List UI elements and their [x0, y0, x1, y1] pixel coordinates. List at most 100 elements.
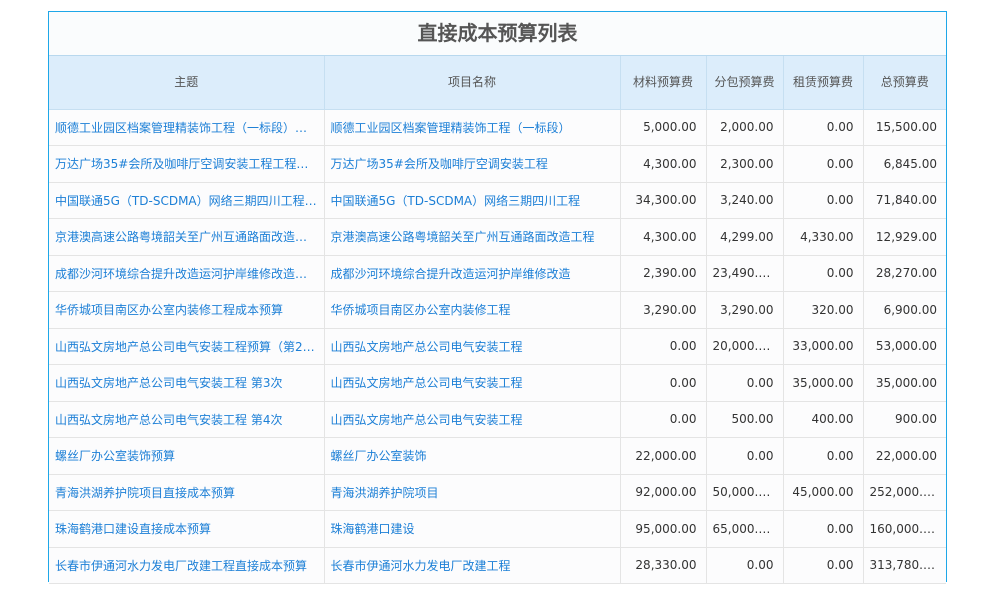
material-budget: 3,290.00 [620, 291, 707, 329]
subcontract-budget: 50,000.00 [706, 474, 784, 511]
column-header-subcontract-budget[interactable]: 分包预算费 [706, 56, 784, 110]
table-row[interactable]: 京港澳高速公路粤境韶关至广州互通路面改造工程预算 京港澳高速公路粤境韶关至广州互通… [49, 218, 946, 256]
subject-link[interactable]: 京港澳高速公路粤境韶关至广州互通路面改造工程预算 [49, 218, 325, 256]
rental-budget: 0.00 [783, 145, 864, 183]
project-name-link[interactable]: 中国联通5G（TD-SCDMA）网络三期四川工程 [324, 182, 621, 219]
total-budget: 313,780.00 [863, 547, 946, 584]
subject-link[interactable]: 珠海鹤港口建设直接成本预算 [49, 510, 325, 548]
total-budget: 22,000.00 [863, 437, 946, 475]
table-row[interactable]: 螺丝厂办公室装饰预算 螺丝厂办公室装饰 22,000.00 0.00 0.00 22,00… [49, 437, 946, 475]
material-budget: 2,390.00 [620, 255, 707, 292]
column-header-project-name[interactable]: 项目名称 [324, 56, 621, 110]
project-name-link[interactable]: 华侨城项目南区办公室内装修工程 [324, 291, 621, 329]
rental-budget: 35,000.00 [783, 364, 864, 402]
total-budget: 252,000.00 [863, 474, 946, 511]
material-budget: 34,300.00 [620, 182, 707, 219]
total-budget: 28,270.00 [863, 255, 946, 292]
subject-link[interactable]: 成都沙河环境综合提升改造运河护岸维修改造预算 [49, 255, 325, 292]
subject-link[interactable]: 中国联通5G（TD-SCDMA）网络三期四川工程预算 [49, 182, 325, 219]
table-row[interactable]: 顺德工业园区档案管理精装饰工程（一标段）直接成本预算顺德工业园区档案管理精装饰工… [49, 109, 946, 146]
project-name-link[interactable]: 青海洪湖养护院项目 [324, 474, 621, 511]
material-budget: 0.00 [620, 364, 707, 402]
material-budget: 92,000.00 [620, 474, 707, 511]
total-budget: 35,000.00 [863, 364, 946, 402]
subcontract-budget: 65,000.00 [706, 510, 784, 548]
column-header-rental-budget[interactable]: 租赁预算费 [783, 56, 864, 110]
material-budget: 4,300.00 [620, 218, 707, 256]
project-name-link[interactable]: 螺丝厂办公室装饰 [324, 437, 621, 475]
rental-budget: 45,000.00 [783, 474, 864, 511]
table-row[interactable]: 中国联通5G（TD-SCDMA）网络三期四川工程预算 中国联通5G（TD-SCDM… [49, 182, 946, 219]
rental-budget: 33,000.00 [783, 328, 864, 365]
material-budget: 5,000.00 [620, 109, 707, 146]
material-budget: 4,300.00 [620, 145, 707, 183]
subcontract-budget: 2,300.00 [706, 145, 784, 183]
table-row[interactable]: 山西弘文房地产总公司电气安装工程预算（第2次） 山西弘文房地产总公司电气安装工程 0… [49, 328, 946, 365]
total-budget: 12,929.00 [863, 218, 946, 256]
material-budget: 0.00 [620, 401, 707, 438]
material-budget: 28,330.00 [620, 547, 707, 584]
material-budget: 22,000.00 [620, 437, 707, 475]
table-header: 主题 项目名称 材料预算费 分包预算费 租赁预算费 总预算费 [49, 56, 946, 110]
table-row[interactable]: 万达广场35#会所及咖啡厅空调安装工程工程预算 万达广场35#会所及咖啡厅空调安装… [49, 145, 946, 183]
total-budget: 71,840.00 [863, 182, 946, 219]
project-name-link[interactable]: 京港澳高速公路粤境韶关至广州互通路面改造工程 [324, 218, 621, 256]
project-name-link[interactable]: 山西弘文房地产总公司电气安装工程 [324, 328, 621, 365]
rental-budget: 0.00 [783, 510, 864, 548]
table-row[interactable]: 青海洪湖养护院项目直接成本预算 青海洪湖养护院项目 92,000.00 50,000.… [49, 474, 946, 511]
rental-budget: 4,330.00 [783, 218, 864, 256]
total-budget: 53,000.00 [863, 328, 946, 365]
table-row[interactable]: 华侨城项目南区办公室内装修工程成本预算 华侨城项目南区办公室内装修工程 3,290.… [49, 291, 946, 329]
project-name-link[interactable]: 山西弘文房地产总公司电气安装工程 [324, 401, 621, 438]
budget-table: 主题 项目名称 材料预算费 分包预算费 租赁预算费 总预算费 顺德工业园区档案管理精装饰工… [49, 56, 946, 584]
subject-link[interactable]: 螺丝厂办公室装饰预算 [49, 437, 325, 475]
rental-budget: 320.00 [783, 291, 864, 329]
subcontract-budget: 23,490.00 [706, 255, 784, 292]
column-header-material-budget[interactable]: 材料预算费 [620, 56, 707, 110]
column-header-subject[interactable]: 主题 [49, 56, 325, 110]
page-title: 直接成本预算列表 [49, 12, 946, 56]
material-budget: 0.00 [620, 328, 707, 365]
rental-budget: 400.00 [783, 401, 864, 438]
total-budget: 900.00 [863, 401, 946, 438]
table-row[interactable]: 珠海鹤港口建设直接成本预算 珠海鹤港口建设 95,000.00 65,000.00 0.… [49, 510, 946, 548]
subcontract-budget: 0.00 [706, 437, 784, 475]
rental-budget: 0.00 [783, 182, 864, 219]
project-name-link[interactable]: 山西弘文房地产总公司电气安装工程 [324, 364, 621, 402]
column-header-total-budget[interactable]: 总预算费 [863, 56, 946, 110]
table-row[interactable]: 长春市伊通河水力发电厂改建工程直接成本预算 长春市伊通河水力发电厂改建工程 28,3… [49, 547, 946, 584]
subject-link[interactable]: 山西弘文房地产总公司电气安装工程 第3次 [49, 364, 325, 402]
total-budget: 160,000.00 [863, 510, 946, 548]
subcontract-budget: 3,240.00 [706, 182, 784, 219]
subject-link[interactable]: 山西弘文房地产总公司电气安装工程 第4次 [49, 401, 325, 438]
subcontract-budget: 4,299.00 [706, 218, 784, 256]
table-row[interactable]: 山西弘文房地产总公司电气安装工程 第4次 山西弘文房地产总公司电气安装工程 0.00… [49, 401, 946, 438]
material-budget: 95,000.00 [620, 510, 707, 548]
budget-list-panel: 直接成本预算列表 主题 项目名称 材料预算费 分包预算费 租赁预算费 总预算费 顺德工业园… [48, 11, 947, 584]
total-budget: 6,845.00 [863, 145, 946, 183]
subcontract-budget: 0.00 [706, 547, 784, 584]
subcontract-budget: 0.00 [706, 364, 784, 402]
subject-link[interactable]: 长春市伊通河水力发电厂改建工程直接成本预算 [49, 547, 325, 584]
subject-link[interactable]: 顺德工业园区档案管理精装饰工程（一标段）直接成本预算 [49, 109, 325, 146]
project-name-link[interactable]: 长春市伊通河水力发电厂改建工程 [324, 547, 621, 584]
subcontract-budget: 20,000.00 [706, 328, 784, 365]
subject-link[interactable]: 青海洪湖养护院项目直接成本预算 [49, 474, 325, 511]
project-name-link[interactable]: 万达广场35#会所及咖啡厅空调安装工程 [324, 145, 621, 183]
rental-budget: 0.00 [783, 547, 864, 584]
project-name-link[interactable]: 顺德工业园区档案管理精装饰工程（一标段） [324, 109, 621, 146]
rental-budget: 0.00 [783, 109, 864, 146]
total-budget: 6,900.00 [863, 291, 946, 329]
table-row[interactable]: 山西弘文房地产总公司电气安装工程 第3次 山西弘文房地产总公司电气安装工程 0.00… [49, 364, 946, 402]
total-budget: 15,500.00 [863, 109, 946, 146]
project-name-link[interactable]: 成都沙河环境综合提升改造运河护岸维修改造 [324, 255, 621, 292]
subject-link[interactable]: 华侨城项目南区办公室内装修工程成本预算 [49, 291, 325, 329]
subcontract-budget: 3,290.00 [706, 291, 784, 329]
subject-link[interactable]: 山西弘文房地产总公司电气安装工程预算（第2次） [49, 328, 325, 365]
subject-link[interactable]: 万达广场35#会所及咖啡厅空调安装工程工程预算 [49, 145, 325, 183]
table-row[interactable]: 成都沙河环境综合提升改造运河护岸维修改造预算 成都沙河环境综合提升改造运河护岸维修… [49, 255, 946, 292]
subcontract-budget: 2,000.00 [706, 109, 784, 146]
subcontract-budget: 500.00 [706, 401, 784, 438]
project-name-link[interactable]: 珠海鹤港口建设 [324, 510, 621, 548]
rental-budget: 0.00 [783, 437, 864, 475]
